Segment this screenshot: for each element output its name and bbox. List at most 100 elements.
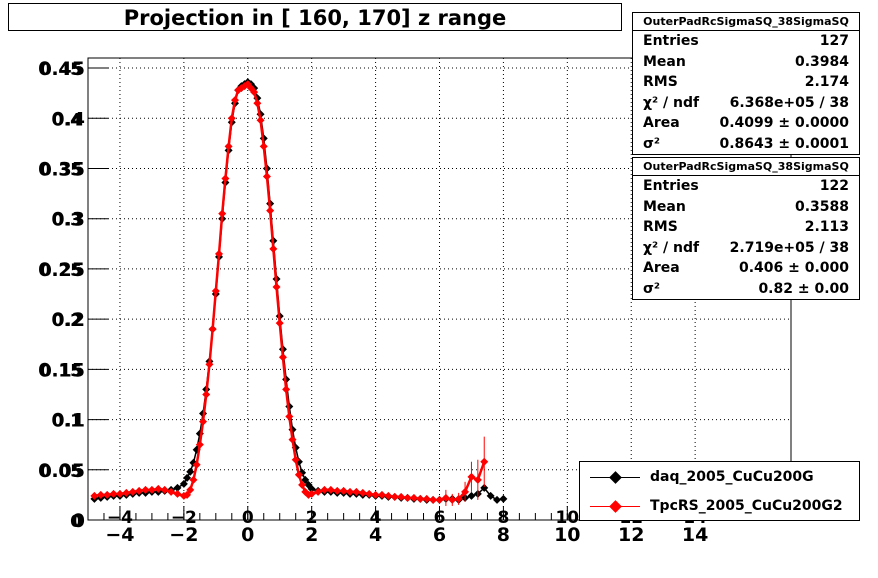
data-point <box>352 487 361 496</box>
data-point <box>266 206 275 215</box>
data-point <box>259 142 268 151</box>
stats-row: χ² / ndf 6.368e+05 / 38 <box>633 93 859 114</box>
stats-value: 2.113 <box>804 219 849 235</box>
data-point <box>409 493 418 502</box>
data-point <box>154 484 163 493</box>
stats-key: Area <box>643 260 680 276</box>
stats-row: σ² 0.82 ± 0.00 <box>633 279 859 300</box>
data-point <box>288 435 297 444</box>
data-point <box>486 491 495 500</box>
data-point <box>333 486 342 495</box>
stats-key: Mean <box>643 198 686 215</box>
x-tick-label-secondary: 4 <box>370 508 382 528</box>
data-point <box>96 490 105 499</box>
legend-marker-icon <box>609 500 622 513</box>
stats-value: 0.406 ± 0.000 <box>738 260 849 276</box>
data-point <box>422 494 431 503</box>
data-point <box>202 390 211 399</box>
x-tick-label-secondary: −2 <box>171 508 197 528</box>
y-tick-label-secondary: 0.4 <box>52 110 82 130</box>
x-tick-label: 6 <box>433 524 446 546</box>
data-point <box>416 494 425 503</box>
y-tick-label-secondary: 0.45 <box>40 60 82 80</box>
legend-entry-daq: daq_2005_CuCu200G <box>580 464 859 492</box>
data-point <box>205 360 214 369</box>
data-point <box>211 287 220 296</box>
data-point <box>215 249 224 258</box>
data-point <box>346 487 355 496</box>
x-tick-label-secondary: 10 <box>555 508 579 528</box>
axis-labels: −4−4−2−20022446688101012121414000.050.05… <box>38 58 708 546</box>
fit-curve <box>94 82 486 502</box>
stats-key: RMS <box>643 219 678 235</box>
data-point <box>371 490 380 499</box>
stats-value: 0.82 ± 0.00 <box>758 280 849 297</box>
data-point <box>179 479 188 488</box>
data-point <box>103 490 112 499</box>
data-point <box>429 495 438 504</box>
stats-value: 2.719e+05 / 38 <box>729 239 849 256</box>
data-point <box>183 473 192 482</box>
y-tick-label: 0.05 <box>38 460 85 482</box>
data-point <box>298 480 307 489</box>
stats-box-tpcrs: OuterPadRcSigmaSQ_38SigmaSQ Entries 122 M… <box>632 157 860 300</box>
y-tick-label: 0.1 <box>51 410 85 432</box>
data-point <box>186 467 195 476</box>
stats-row: Mean 0.3588 <box>633 197 859 218</box>
stats-row: χ² / ndf 2.719e+05 / 38 <box>633 238 859 259</box>
data-point <box>294 470 303 479</box>
data-point <box>499 494 508 503</box>
data-point <box>160 485 169 494</box>
series-layer <box>90 78 508 506</box>
x-tick-label: 12 <box>618 524 644 546</box>
stats-value: 122 <box>819 178 849 194</box>
stats-key: Area <box>643 115 680 131</box>
y-tick-label: 0.2 <box>51 309 85 331</box>
y-tick-label-secondary: 0.25 <box>40 261 82 281</box>
x-tick-label: −2 <box>169 524 198 546</box>
data-point <box>109 489 118 498</box>
data-point <box>454 494 463 503</box>
legend-marker-icon <box>609 471 622 484</box>
series-1 <box>90 80 489 506</box>
data-point <box>253 94 262 103</box>
data-point <box>250 88 259 97</box>
stats-key: Entries <box>643 33 699 49</box>
data-point <box>493 495 502 504</box>
data-point <box>301 475 310 484</box>
stats-row: σ² 0.8643 ± 0.0001 <box>633 134 859 155</box>
x-tick-label: 2 <box>305 524 318 546</box>
stats-value: 2.174 <box>804 74 849 90</box>
data-point <box>397 492 406 501</box>
stats-key: σ² <box>643 280 661 297</box>
fit-curve <box>94 81 504 501</box>
data-point <box>183 490 192 499</box>
x-tick-label-secondary: 8 <box>497 508 509 528</box>
data-point <box>186 485 195 494</box>
stats-box-title: OuterPadRcSigmaSQ_38SigmaSQ <box>633 13 859 31</box>
data-point <box>441 493 450 502</box>
series-0 <box>90 78 508 504</box>
data-point <box>230 96 239 105</box>
data-point <box>208 325 217 334</box>
data-point <box>253 99 262 108</box>
data-point <box>467 491 476 500</box>
title-box: Projection in [ 160, 170] z range <box>8 3 622 31</box>
data-point <box>384 491 393 500</box>
data-point <box>390 492 399 501</box>
stats-box-daq: OuterPadRcSigmaSQ_38SigmaSQ Entries 127 M… <box>632 12 860 155</box>
stats-value: 0.4099 ± 0.0000 <box>719 115 849 131</box>
y-tick-label: 0.25 <box>38 259 85 281</box>
stats-value: 0.8643 ± 0.0001 <box>719 135 849 152</box>
stats-box-title: OuterPadRcSigmaSQ_38SigmaSQ <box>633 158 859 176</box>
chart-title: Projection in [ 160, 170] z range <box>123 6 507 30</box>
stats-value: 6.368e+05 / 38 <box>729 94 849 111</box>
data-point <box>224 142 233 151</box>
data-point <box>285 412 294 421</box>
x-tick-label: 10 <box>554 524 580 546</box>
stats-key: RMS <box>643 74 678 90</box>
data-point <box>135 486 144 495</box>
data-point <box>262 172 271 181</box>
y-tick-label-secondary: 0.15 <box>40 361 82 381</box>
stats-key: σ² <box>643 135 661 152</box>
